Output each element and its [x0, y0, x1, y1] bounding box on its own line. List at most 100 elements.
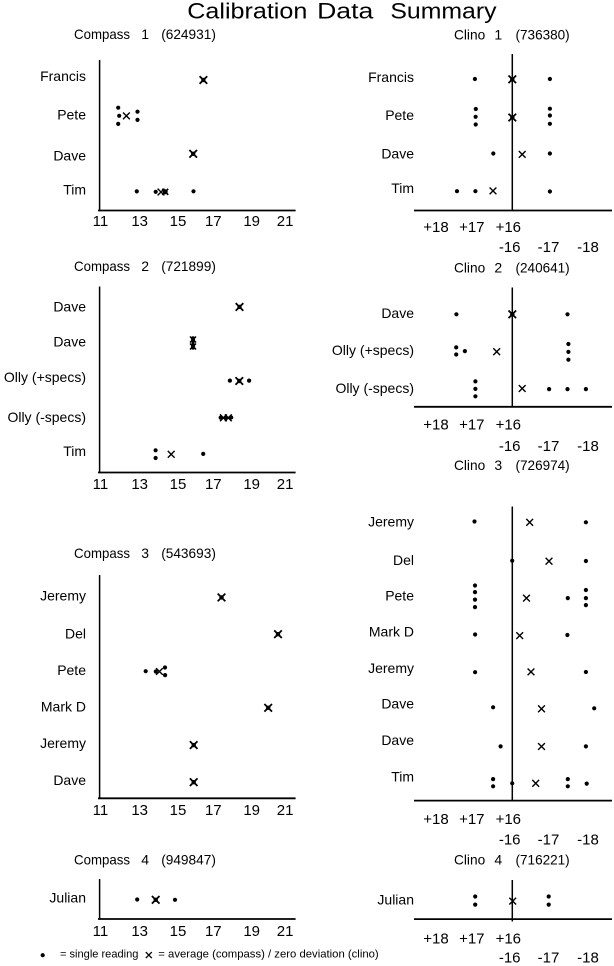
svg-text:Olly (+specs): Olly (+specs)	[4, 369, 86, 385]
svg-text:+16: +16	[496, 219, 521, 236]
svg-text:11: 11	[93, 923, 109, 940]
svg-text:Tim: Tim	[391, 180, 414, 196]
svg-text:Dave: Dave	[53, 772, 86, 788]
svg-text:13: 13	[131, 923, 148, 940]
svg-text:-18: -18	[577, 950, 599, 966]
svg-text:+18: +18	[423, 931, 448, 948]
svg-text:+18: +18	[423, 811, 448, 828]
svg-text:= average (compass) / zero dev: = average (compass) / zero deviation (cl…	[158, 949, 378, 961]
svg-text:Calibration: Calibration	[187, 0, 307, 23]
svg-text:3: 3	[141, 545, 149, 561]
svg-text:17: 17	[205, 923, 222, 940]
svg-text:(543693): (543693)	[161, 545, 216, 561]
svg-text:Clino: Clino	[454, 27, 485, 43]
svg-text:19: 19	[243, 802, 260, 819]
svg-text:Dave: Dave	[381, 695, 414, 711]
svg-text:Compass: Compass	[74, 26, 130, 42]
svg-text:21: 21	[277, 802, 294, 819]
svg-text:11: 11	[93, 213, 109, 230]
svg-text:Dave: Dave	[381, 732, 414, 748]
svg-text:Jeremy: Jeremy	[368, 513, 414, 529]
svg-text:Tim: Tim	[63, 181, 86, 197]
svg-text:21: 21	[277, 213, 294, 230]
svg-text:17: 17	[205, 476, 222, 493]
svg-text:(624931): (624931)	[161, 26, 216, 42]
svg-text:+17: +17	[459, 417, 484, 434]
svg-text:Clino: Clino	[454, 259, 485, 275]
svg-text:3: 3	[494, 457, 502, 473]
svg-text:19: 19	[243, 476, 260, 493]
svg-text:(736380): (736380)	[516, 27, 570, 43]
svg-text:4: 4	[494, 851, 502, 867]
svg-text:(721899): (721899)	[161, 258, 216, 274]
svg-text:Compass: Compass	[74, 258, 130, 274]
svg-text:19: 19	[243, 923, 260, 940]
svg-text:-17: -17	[538, 832, 560, 849]
svg-text:Tim: Tim	[63, 443, 86, 459]
svg-text:15: 15	[170, 923, 187, 940]
svg-text:Clino: Clino	[454, 457, 485, 473]
svg-text:13: 13	[131, 802, 148, 819]
svg-text:17: 17	[205, 213, 222, 230]
svg-text:-18: -18	[577, 832, 599, 849]
svg-text:Olly (-specs): Olly (-specs)	[7, 409, 86, 425]
svg-text:21: 21	[277, 923, 294, 940]
svg-text:Pete: Pete	[385, 107, 414, 123]
svg-text:(240641): (240641)	[516, 259, 570, 275]
svg-text:+18: +18	[423, 219, 448, 236]
svg-text:-16: -16	[499, 832, 521, 849]
svg-text:2: 2	[494, 259, 502, 275]
svg-text:Jeremy: Jeremy	[40, 588, 86, 604]
svg-text:-18: -18	[577, 438, 599, 455]
svg-text:Jeremy: Jeremy	[40, 735, 86, 751]
svg-text:Olly (-specs): Olly (-specs)	[335, 380, 414, 396]
svg-text:(726974): (726974)	[516, 457, 570, 473]
svg-text:Del: Del	[65, 626, 86, 642]
svg-text:Dave: Dave	[381, 305, 414, 321]
svg-text:11: 11	[93, 802, 109, 819]
svg-text:Mark D: Mark D	[369, 623, 414, 639]
svg-text:Francis: Francis	[368, 69, 414, 85]
svg-text:Julian: Julian	[49, 890, 86, 906]
svg-text:+16: +16	[496, 931, 521, 948]
svg-text:-16: -16	[499, 950, 521, 966]
svg-text:+16: +16	[496, 417, 521, 434]
svg-text:-18: -18	[577, 239, 599, 256]
svg-text:+17: +17	[459, 219, 484, 236]
svg-text:15: 15	[170, 802, 187, 819]
svg-text:Pete: Pete	[385, 587, 414, 603]
svg-text:Del: Del	[393, 552, 414, 568]
svg-text:15: 15	[170, 213, 187, 230]
svg-text:Julian: Julian	[377, 892, 414, 908]
svg-text:Dave: Dave	[381, 145, 414, 161]
svg-text:Data: Data	[317, 0, 374, 23]
svg-text:Pete: Pete	[57, 107, 86, 123]
svg-text:Summary: Summary	[390, 0, 496, 23]
svg-text:Dave: Dave	[53, 299, 86, 315]
svg-text:= single reading: = single reading	[60, 949, 138, 961]
svg-text:15: 15	[170, 476, 187, 493]
svg-text:+16: +16	[496, 811, 521, 828]
svg-text:11: 11	[93, 476, 109, 493]
svg-text:+17: +17	[459, 811, 484, 828]
svg-text:4: 4	[141, 851, 149, 867]
svg-text:17: 17	[205, 802, 222, 819]
svg-text:Clino: Clino	[454, 851, 485, 867]
svg-text:Dave: Dave	[53, 334, 86, 350]
svg-text:Compass: Compass	[74, 545, 130, 561]
svg-text:21: 21	[277, 476, 294, 493]
svg-text:Dave: Dave	[53, 147, 86, 163]
svg-text:1: 1	[141, 26, 149, 42]
svg-text:Mark D: Mark D	[41, 698, 86, 714]
svg-text:+18: +18	[423, 417, 448, 434]
svg-text:-17: -17	[538, 950, 560, 966]
svg-text:13: 13	[131, 476, 148, 493]
svg-text:Francis: Francis	[40, 68, 86, 84]
svg-text:13: 13	[131, 213, 148, 230]
svg-text:-16: -16	[499, 438, 521, 455]
svg-text:+17: +17	[459, 931, 484, 948]
svg-text:-17: -17	[538, 438, 560, 455]
svg-text:Compass: Compass	[74, 851, 130, 867]
svg-text:2: 2	[141, 258, 149, 274]
svg-text:1: 1	[494, 27, 502, 43]
